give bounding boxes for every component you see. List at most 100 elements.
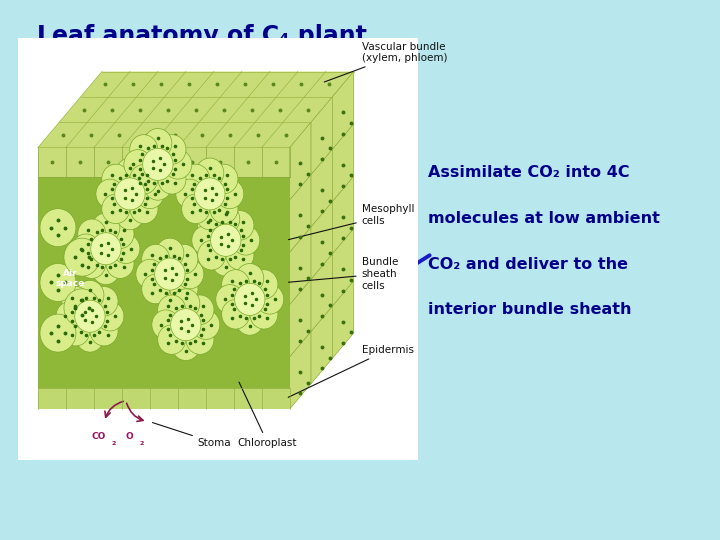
Circle shape <box>152 310 180 340</box>
Text: Bundle
sheath
cells: Bundle sheath cells <box>289 258 398 291</box>
Circle shape <box>232 226 260 255</box>
Circle shape <box>186 295 214 325</box>
Text: Leaf anatomy of C₄ plant: Leaf anatomy of C₄ plant <box>37 24 367 48</box>
Polygon shape <box>38 147 289 409</box>
Text: Assimilate CO₂ into 4C: Assimilate CO₂ into 4C <box>428 165 630 180</box>
Circle shape <box>92 213 120 242</box>
Circle shape <box>192 226 220 255</box>
Circle shape <box>170 274 198 303</box>
Text: CO₂ and deliver to the: CO₂ and deliver to the <box>428 256 629 272</box>
Circle shape <box>143 148 173 180</box>
Circle shape <box>72 234 100 264</box>
Circle shape <box>235 284 265 315</box>
Text: Air
space: Air space <box>55 268 85 288</box>
Text: interior bundle sheath: interior bundle sheath <box>428 302 632 318</box>
Circle shape <box>144 171 172 200</box>
Circle shape <box>90 287 118 316</box>
Circle shape <box>106 219 134 248</box>
Circle shape <box>116 158 144 187</box>
Polygon shape <box>333 71 354 149</box>
Circle shape <box>211 224 241 256</box>
Circle shape <box>210 164 238 194</box>
Circle shape <box>194 178 225 210</box>
Circle shape <box>76 322 104 352</box>
Circle shape <box>158 165 186 194</box>
Circle shape <box>198 211 225 240</box>
Circle shape <box>75 300 105 332</box>
Circle shape <box>171 309 201 341</box>
Polygon shape <box>289 71 354 409</box>
Circle shape <box>142 274 170 303</box>
Circle shape <box>192 310 220 340</box>
Bar <box>38 177 289 388</box>
Text: CO: CO <box>91 431 106 441</box>
Text: O: O <box>126 431 134 441</box>
Bar <box>38 388 289 409</box>
Circle shape <box>198 240 225 270</box>
Text: 2: 2 <box>112 441 117 446</box>
Circle shape <box>40 314 76 352</box>
Polygon shape <box>333 228 354 306</box>
Circle shape <box>96 301 124 331</box>
Circle shape <box>64 289 100 327</box>
Polygon shape <box>289 227 311 305</box>
Circle shape <box>172 289 200 319</box>
Circle shape <box>158 134 186 164</box>
Polygon shape <box>289 122 311 200</box>
Circle shape <box>136 179 164 208</box>
Circle shape <box>96 179 124 208</box>
Circle shape <box>158 325 186 354</box>
Circle shape <box>222 269 250 299</box>
Polygon shape <box>333 124 354 201</box>
Text: molecules at low ambient: molecules at low ambient <box>428 211 660 226</box>
Polygon shape <box>311 254 333 332</box>
Circle shape <box>212 205 240 234</box>
Polygon shape <box>311 97 333 174</box>
Circle shape <box>222 300 250 329</box>
Circle shape <box>130 165 158 194</box>
Circle shape <box>212 247 240 276</box>
Circle shape <box>114 178 145 210</box>
Polygon shape <box>333 176 354 254</box>
Circle shape <box>40 264 76 301</box>
Polygon shape <box>311 149 333 227</box>
Circle shape <box>78 219 106 248</box>
Circle shape <box>130 134 158 164</box>
Circle shape <box>78 249 106 279</box>
Circle shape <box>62 287 90 316</box>
Text: Epidermis: Epidermis <box>288 345 414 397</box>
Text: Stoma: Stoma <box>153 423 231 448</box>
Polygon shape <box>333 281 354 359</box>
Circle shape <box>181 194 210 224</box>
Circle shape <box>176 259 204 289</box>
Circle shape <box>226 211 254 240</box>
Circle shape <box>235 264 264 293</box>
Text: 2: 2 <box>140 441 144 446</box>
Circle shape <box>196 200 224 230</box>
Circle shape <box>158 295 186 325</box>
Text: Chloroplast: Chloroplast <box>238 382 297 448</box>
Circle shape <box>130 194 158 224</box>
Circle shape <box>106 249 134 279</box>
Circle shape <box>181 164 210 194</box>
Circle shape <box>164 150 192 179</box>
Circle shape <box>62 316 90 346</box>
Bar <box>38 147 289 177</box>
Circle shape <box>116 200 144 230</box>
Circle shape <box>216 179 244 208</box>
Circle shape <box>156 238 184 268</box>
Polygon shape <box>289 174 311 252</box>
Circle shape <box>156 280 184 310</box>
Polygon shape <box>311 201 333 279</box>
Polygon shape <box>38 71 354 147</box>
Circle shape <box>170 245 198 274</box>
Circle shape <box>226 240 254 270</box>
Circle shape <box>172 331 200 361</box>
Text: Mesophyll
cells: Mesophyll cells <box>289 204 414 240</box>
Polygon shape <box>289 332 311 409</box>
Circle shape <box>144 129 172 158</box>
Circle shape <box>130 164 158 194</box>
Polygon shape <box>289 279 311 357</box>
Circle shape <box>64 238 100 276</box>
Circle shape <box>256 285 284 314</box>
